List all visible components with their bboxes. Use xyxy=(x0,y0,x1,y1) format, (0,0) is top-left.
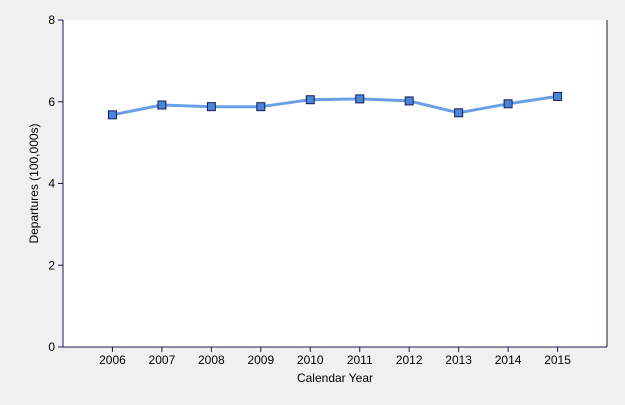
series-line xyxy=(112,94,558,117)
data-point-marker xyxy=(503,99,513,109)
data-point-marker xyxy=(454,108,464,118)
x-tick-label: 2013 xyxy=(445,353,472,367)
y-axis-ticks: 0 2 4 6 8 xyxy=(48,13,63,354)
x-tick-label: 2006 xyxy=(99,353,126,367)
data-point-marker xyxy=(256,102,266,112)
data-point-marker xyxy=(355,94,365,104)
data-point-marker xyxy=(206,102,216,112)
x-tick-label: 2012 xyxy=(396,353,423,367)
y-tick-label: 6 xyxy=(48,95,55,109)
x-tick-label: 2007 xyxy=(149,353,176,367)
x-axis-ticks: 2006 2007 2008 2009 2010 2011 2012 2013 2014 2015 xyxy=(99,347,571,367)
y-tick-label: 8 xyxy=(48,13,55,27)
x-tick-label: 2014 xyxy=(495,353,522,367)
data-point-marker xyxy=(107,110,117,120)
x-tick-label: 2008 xyxy=(198,353,225,367)
data-point-marker xyxy=(305,95,315,105)
x-tick-label: 2015 xyxy=(544,353,571,367)
x-tick-label: 2010 xyxy=(297,353,324,367)
x-axis-label: Calendar Year xyxy=(297,371,373,385)
data-point-marker xyxy=(404,96,414,106)
y-tick-label: 4 xyxy=(48,177,55,191)
data-point-marker xyxy=(553,91,563,101)
series-group xyxy=(107,91,563,120)
y-tick-label: 2 xyxy=(48,258,55,272)
plot-area xyxy=(63,20,607,347)
y-axis-label: Departures (100,000s) xyxy=(27,123,41,243)
x-tick-label: 2009 xyxy=(247,353,274,367)
x-tick-label: 2011 xyxy=(347,353,373,367)
y-tick-label: 0 xyxy=(48,340,55,354)
data-point-marker xyxy=(157,100,167,110)
